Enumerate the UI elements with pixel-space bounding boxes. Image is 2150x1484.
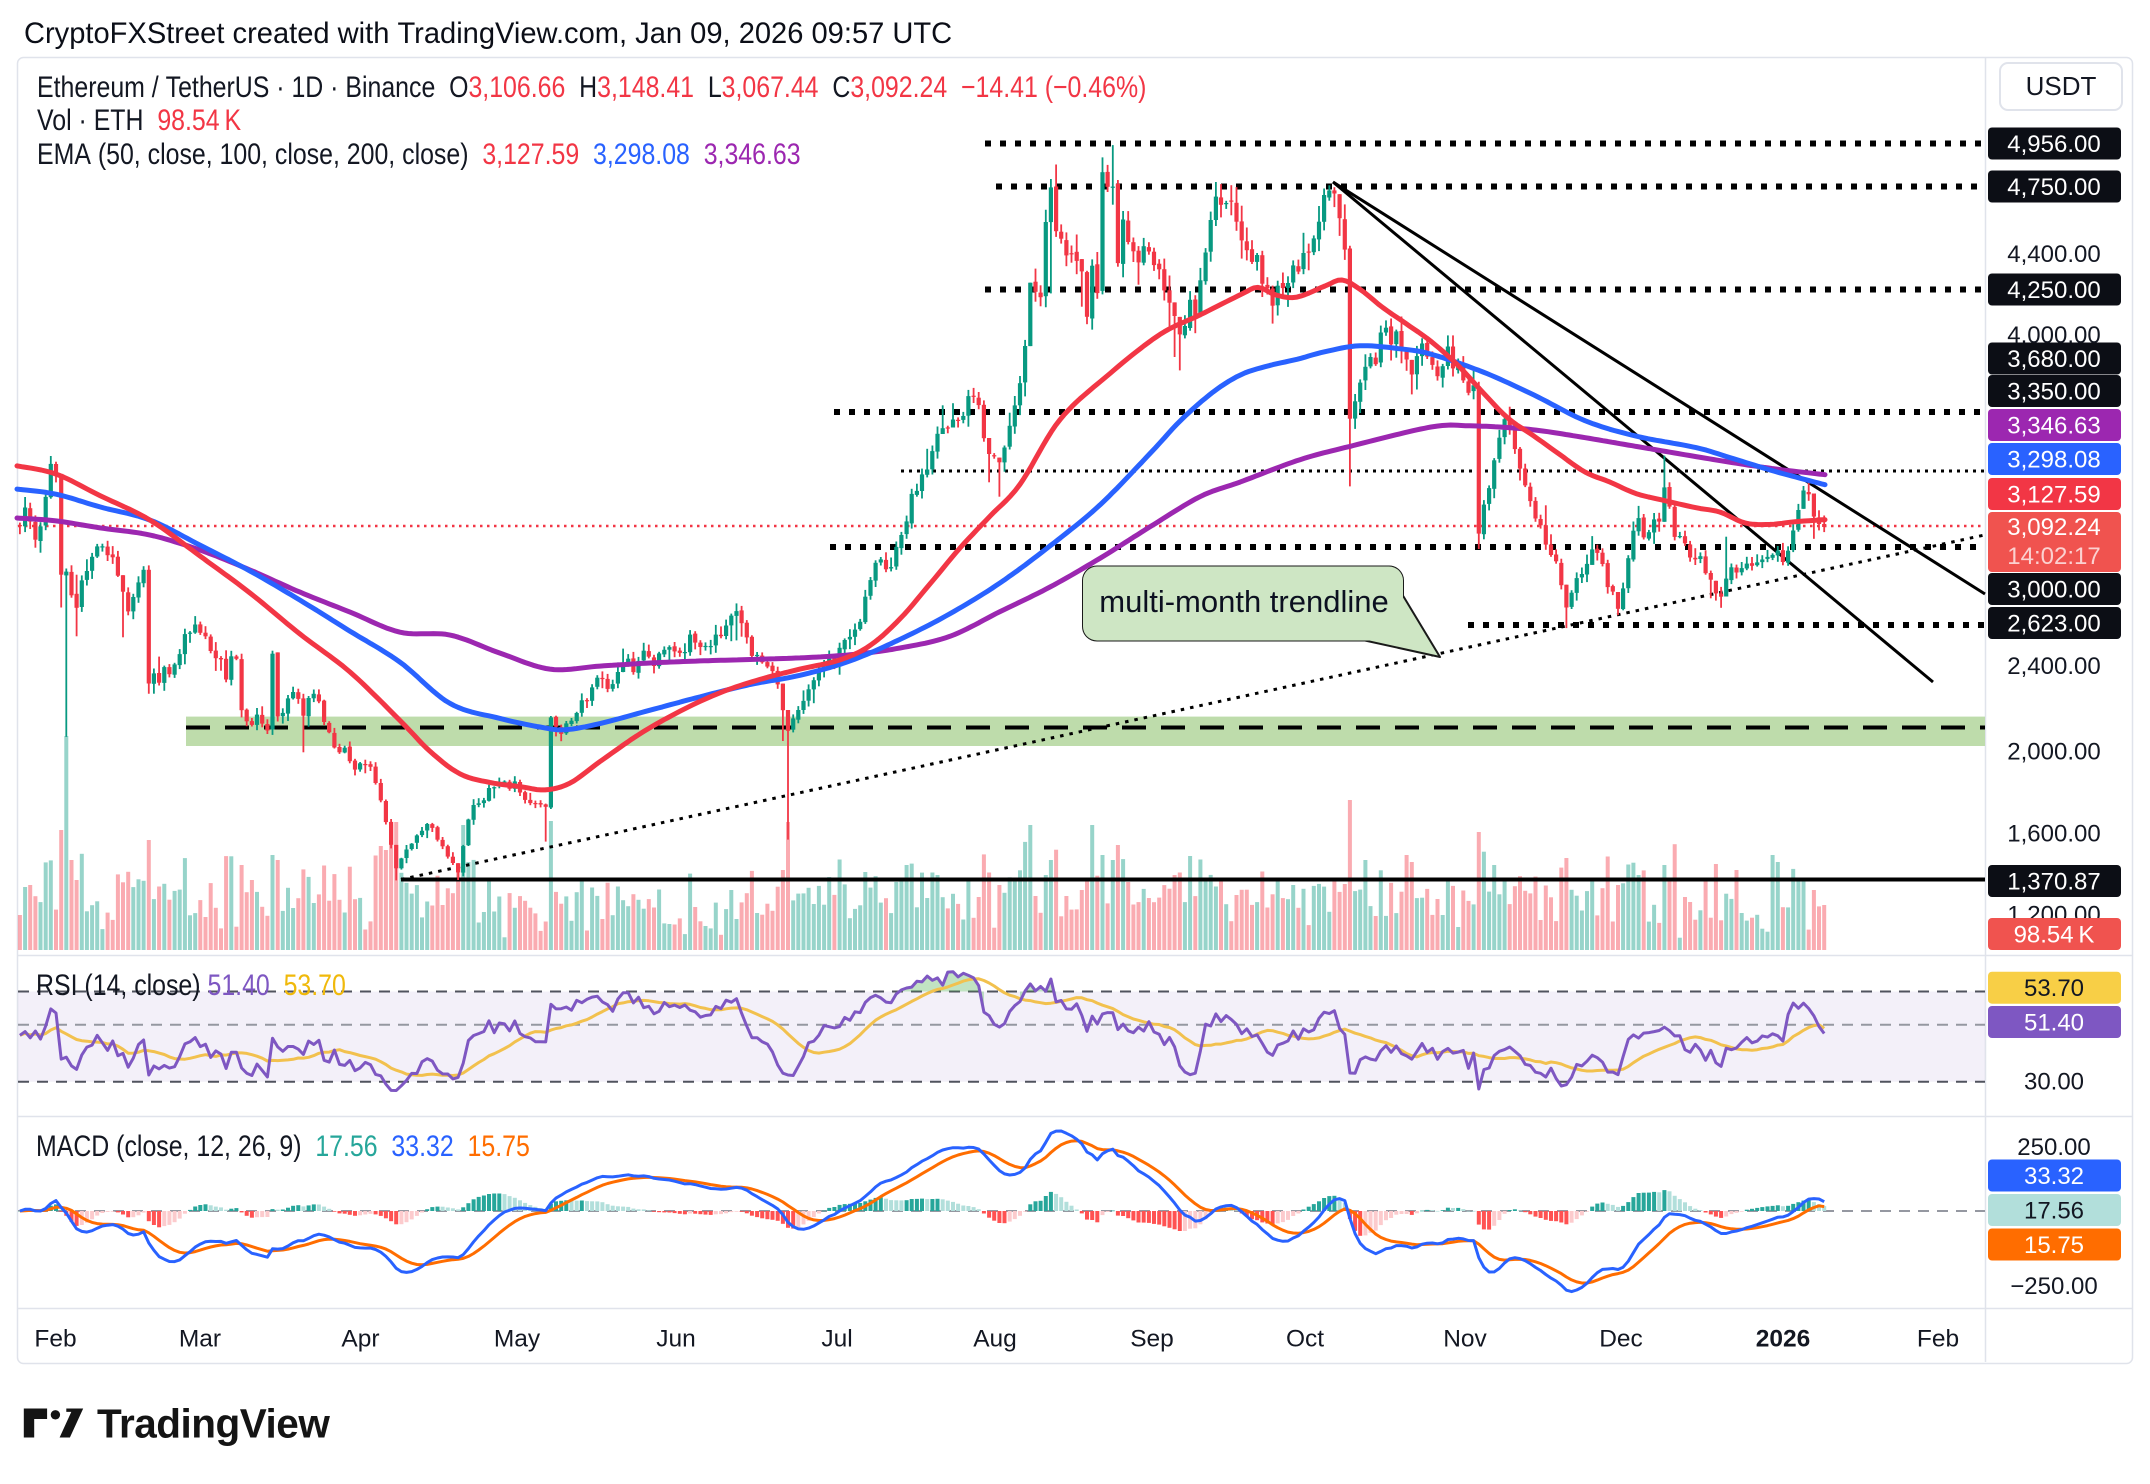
svg-text:1,370.87: 1,370.87 bbox=[2007, 869, 2100, 896]
svg-text:TradingView: TradingView bbox=[97, 1401, 330, 1447]
svg-text:15.75: 15.75 bbox=[2024, 1232, 2084, 1259]
svg-text:3,350.00: 3,350.00 bbox=[2007, 379, 2100, 406]
svg-text:53.70: 53.70 bbox=[2024, 975, 2084, 1002]
svg-text:2026: 2026 bbox=[1756, 1326, 1811, 1353]
svg-text:−250.00: −250.00 bbox=[2010, 1273, 2097, 1300]
svg-text:Feb: Feb bbox=[34, 1326, 76, 1353]
svg-text:2,400.00: 2,400.00 bbox=[2007, 653, 2100, 680]
svg-text:1,600.00: 1,600.00 bbox=[2007, 821, 2100, 848]
svg-text:250.00: 250.00 bbox=[2017, 1134, 2090, 1161]
svg-text:Oct: Oct bbox=[1286, 1326, 1324, 1353]
svg-text:17.56: 17.56 bbox=[2024, 1198, 2084, 1225]
svg-text:4,250.00: 4,250.00 bbox=[2007, 277, 2100, 304]
svg-text:14:02:17: 14:02:17 bbox=[2007, 543, 2100, 570]
svg-text:Vol · ETH 98.54 K: Vol · ETH 98.54 K bbox=[37, 103, 242, 137]
svg-text:2,623.00: 2,623.00 bbox=[2007, 611, 2100, 638]
svg-text:Dec: Dec bbox=[1599, 1326, 1643, 1353]
svg-text:3,346.63: 3,346.63 bbox=[2007, 413, 2100, 440]
svg-text:Ethereum / TetherUS · 1D · Bin: Ethereum / TetherUS · 1D · Binance O3,10… bbox=[37, 70, 1146, 104]
svg-text:33.32: 33.32 bbox=[2024, 1163, 2084, 1190]
svg-text:Mar: Mar bbox=[179, 1326, 221, 1353]
svg-text:Apr: Apr bbox=[341, 1326, 379, 1353]
svg-text:30.00: 30.00 bbox=[2024, 1069, 2084, 1096]
svg-text:Aug: Aug bbox=[973, 1326, 1017, 1353]
svg-text:Jul: Jul bbox=[821, 1326, 852, 1353]
svg-text:MACD (close, 12, 26, 9) 17.56: MACD (close, 12, 26, 9) 17.56 33.32 15.7… bbox=[36, 1129, 530, 1163]
svg-text:3,000.00: 3,000.00 bbox=[2007, 577, 2100, 604]
svg-text:Sep: Sep bbox=[1130, 1326, 1174, 1353]
svg-text:51.40: 51.40 bbox=[2024, 1010, 2084, 1037]
svg-text:98.54 K: 98.54 K bbox=[2014, 922, 2095, 949]
svg-text:Jun: Jun bbox=[656, 1326, 696, 1353]
svg-text:2,000.00: 2,000.00 bbox=[2007, 739, 2100, 766]
svg-text:3,680.00: 3,680.00 bbox=[2007, 346, 2100, 373]
svg-text:May: May bbox=[494, 1326, 541, 1353]
svg-text:4,956.00: 4,956.00 bbox=[2007, 131, 2100, 158]
svg-text:Nov: Nov bbox=[1443, 1326, 1487, 1353]
svg-text:USDT: USDT bbox=[2026, 71, 2097, 101]
svg-text:EMA (50, close, 100, close, 20: EMA (50, close, 100, close, 200, close) … bbox=[37, 137, 801, 171]
svg-text:Feb: Feb bbox=[1917, 1326, 1959, 1353]
svg-text:4,400.00: 4,400.00 bbox=[2007, 241, 2100, 268]
svg-text:CryptoFXStreet created with Tr: CryptoFXStreet created with TradingView.… bbox=[24, 17, 952, 50]
svg-text:RSI (14, close) 51.40 53.70: RSI (14, close) 51.40 53.70 bbox=[36, 968, 346, 1002]
svg-text:multi-month trendline: multi-month trendline bbox=[1099, 584, 1388, 619]
svg-text:3,298.08: 3,298.08 bbox=[2007, 447, 2100, 474]
svg-text:3,092.24: 3,092.24 bbox=[2007, 514, 2100, 541]
svg-text:4,750.00: 4,750.00 bbox=[2007, 174, 2100, 201]
svg-text:3,127.59: 3,127.59 bbox=[2007, 482, 2100, 509]
